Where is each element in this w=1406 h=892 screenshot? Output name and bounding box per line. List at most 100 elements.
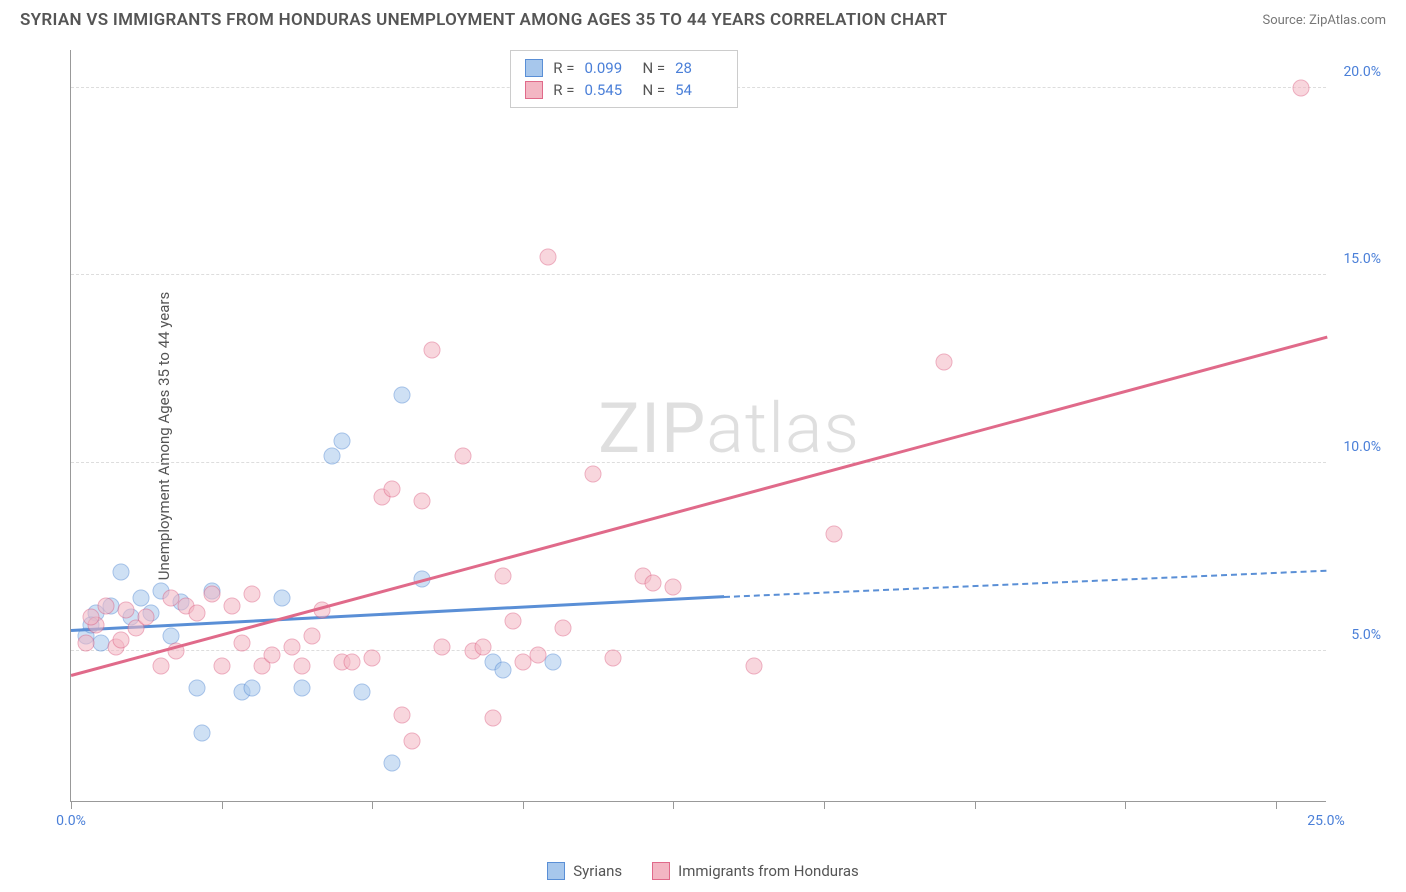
- scatter-point: [494, 661, 511, 678]
- scatter-point: [243, 680, 260, 697]
- x-tick: [523, 801, 524, 809]
- scatter-point: [665, 578, 682, 595]
- stat-r-value: 0.545: [584, 81, 632, 99]
- scatter-point: [554, 620, 571, 637]
- y-tick-label: 5.0%: [1351, 627, 1381, 643]
- trend-line-extrapolation: [724, 570, 1327, 598]
- legend: Syrians Immigrants from Honduras: [0, 862, 1406, 880]
- scatter-point: [344, 654, 361, 671]
- x-tick: [372, 801, 373, 809]
- scatter-point: [223, 597, 240, 614]
- scatter-point: [243, 586, 260, 603]
- scatter-point: [193, 725, 210, 742]
- scatter-point: [83, 609, 100, 626]
- legend-item: Syrians: [547, 862, 622, 880]
- scatter-point: [364, 650, 381, 667]
- scatter-point: [384, 755, 401, 772]
- scatter-point: [474, 639, 491, 656]
- plot-area: R =0.099N =28R =0.545N =54 ZIPatlas 5.0%…: [70, 50, 1326, 802]
- scatter-point: [585, 466, 602, 483]
- chart-container: Unemployment Among Ages 35 to 44 years R…: [50, 40, 1386, 832]
- scatter-point: [113, 563, 130, 580]
- scatter-point: [434, 639, 451, 656]
- scatter-point: [303, 627, 320, 644]
- x-tick: [1276, 801, 1277, 809]
- chart-title: SYRIAN VS IMMIGRANTS FROM HONDURAS UNEMP…: [20, 10, 947, 30]
- scatter-point: [745, 657, 762, 674]
- scatter-point: [98, 597, 115, 614]
- scatter-point: [645, 575, 662, 592]
- stat-n-label: N =: [642, 59, 665, 77]
- scatter-point: [138, 609, 155, 626]
- scatter-point: [529, 646, 546, 663]
- stat-r-label: R =: [553, 59, 574, 77]
- x-tick: [71, 801, 72, 809]
- scatter-point: [494, 567, 511, 584]
- stat-r-label: R =: [553, 81, 574, 99]
- scatter-point: [504, 612, 521, 629]
- scatter-point: [404, 732, 421, 749]
- scatter-point: [283, 639, 300, 656]
- scatter-point: [354, 684, 371, 701]
- scatter-point: [394, 706, 411, 723]
- scatter-point: [605, 650, 622, 667]
- stats-row: R = 0.545 N = 54: [525, 79, 723, 101]
- correlation-stats-box: R = 0.099 N = 28 R = 0.545 N = 54: [510, 50, 738, 108]
- scatter-point: [188, 605, 205, 622]
- stat-r-value: 0.099: [584, 59, 632, 77]
- scatter-point: [113, 631, 130, 648]
- scatter-point: [394, 387, 411, 404]
- legend-label: Syrians: [573, 862, 622, 880]
- scatter-point: [188, 680, 205, 697]
- y-tick-label: 10.0%: [1343, 439, 1381, 455]
- x-tick: [222, 801, 223, 809]
- scatter-point: [1292, 79, 1309, 96]
- scatter-point: [424, 342, 441, 359]
- series-swatch: [525, 81, 543, 99]
- stat-n-value: 28: [675, 59, 723, 77]
- stat-n-value: 54: [675, 81, 723, 99]
- series-swatch: [525, 59, 543, 77]
- gridline: [71, 650, 1326, 651]
- scatter-point: [118, 601, 135, 618]
- scatter-point: [539, 248, 556, 265]
- scatter-point: [324, 447, 341, 464]
- scatter-point: [233, 635, 250, 652]
- scatter-point: [203, 586, 220, 603]
- y-tick-label: 15.0%: [1343, 251, 1381, 267]
- x-tick-label: 0.0%: [56, 813, 86, 829]
- gridline: [71, 274, 1326, 275]
- scatter-point: [484, 710, 501, 727]
- legend-swatch: [547, 862, 565, 880]
- x-tick-label: 25.0%: [1307, 813, 1345, 829]
- scatter-point: [213, 657, 230, 674]
- legend-swatch: [652, 862, 670, 880]
- scatter-point: [293, 657, 310, 674]
- x-tick: [673, 801, 674, 809]
- scatter-point: [334, 432, 351, 449]
- x-tick: [824, 801, 825, 809]
- scatter-point: [936, 353, 953, 370]
- scatter-point: [153, 657, 170, 674]
- scatter-point: [454, 447, 471, 464]
- legend-item: Immigrants from Honduras: [652, 862, 859, 880]
- source-attribution: Source: ZipAtlas.com: [1262, 13, 1386, 28]
- stat-n-label: N =: [642, 81, 665, 99]
- scatter-point: [414, 492, 431, 509]
- legend-label: Immigrants from Honduras: [678, 862, 859, 880]
- x-tick: [1125, 801, 1126, 809]
- scatter-point: [544, 654, 561, 671]
- scatter-point: [384, 481, 401, 498]
- scatter-point: [133, 590, 150, 607]
- stats-row: R = 0.099 N = 28: [525, 57, 723, 79]
- scatter-point: [273, 590, 290, 607]
- scatter-point: [78, 635, 95, 652]
- scatter-point: [263, 646, 280, 663]
- gridline: [71, 462, 1326, 463]
- watermark: ZIPatlas: [598, 388, 860, 470]
- scatter-point: [826, 526, 843, 543]
- scatter-point: [293, 680, 310, 697]
- x-tick: [975, 801, 976, 809]
- y-tick-label: 20.0%: [1343, 64, 1381, 80]
- trend-line: [71, 336, 1328, 677]
